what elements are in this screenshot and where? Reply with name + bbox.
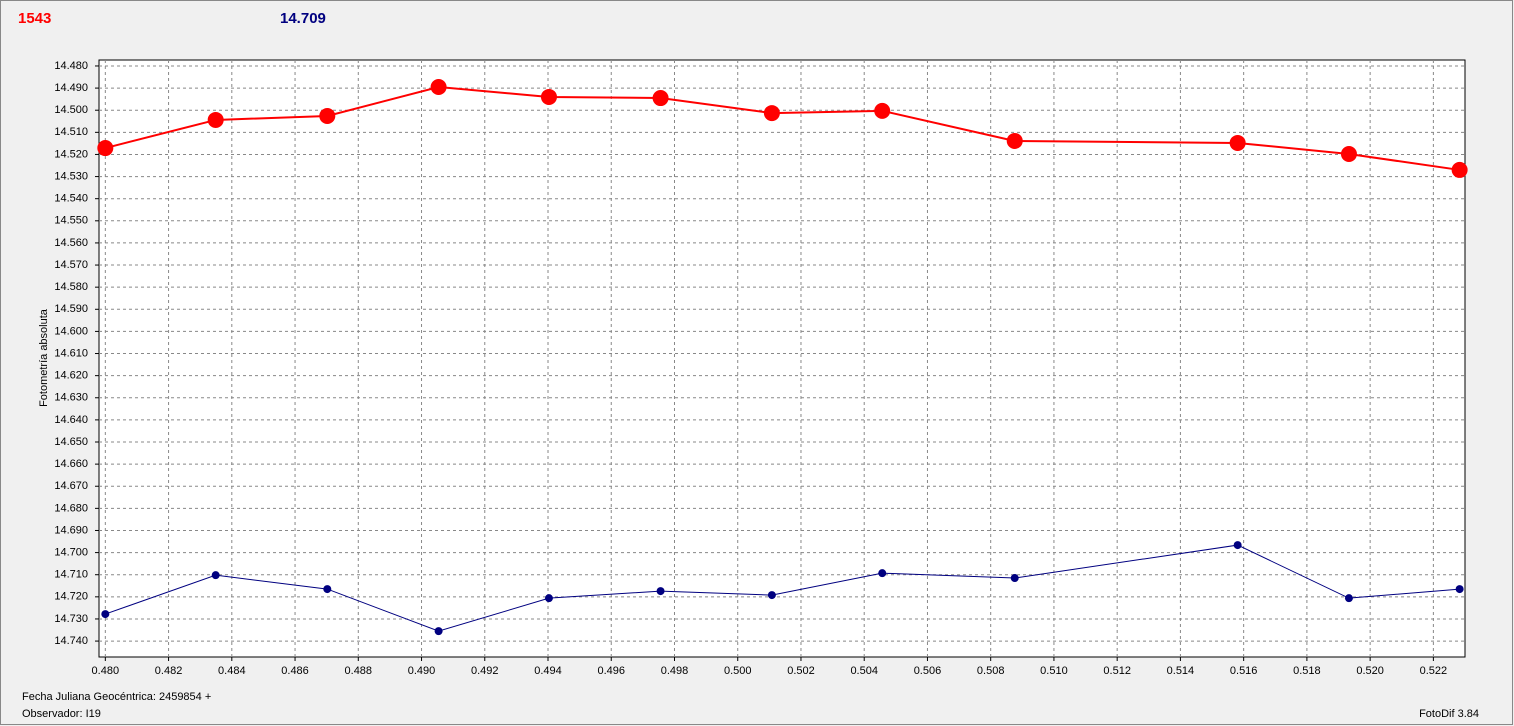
x-tick-label: 0.480: [92, 665, 120, 677]
data-point: [1451, 161, 1468, 178]
y-tick-label: 14.530: [54, 170, 88, 182]
y-tick-label: 14.580: [54, 281, 88, 293]
data-point: [323, 585, 332, 594]
series-line: [105, 544, 1460, 632]
footer-line: Observador: I19: [22, 708, 101, 720]
series-line: [105, 85, 1460, 171]
x-tick-label: 0.496: [597, 665, 625, 677]
x-tick-label: 0.500: [724, 665, 752, 677]
y-tick-label: 14.720: [54, 591, 88, 603]
x-tick-label: 0.516: [1230, 665, 1258, 677]
y-tick-label: 14.520: [54, 148, 88, 160]
y-tick-label: 14.560: [54, 237, 88, 249]
y-axis-label: Fotometría absoluta: [38, 308, 50, 407]
plot-area: [98, 59, 1466, 658]
x-tick-label: 0.514: [1167, 665, 1195, 677]
data-point: [207, 111, 224, 128]
y-tick-label: 14.490: [54, 82, 88, 94]
data-point: [319, 107, 336, 124]
data-point: [1344, 594, 1353, 603]
footer-version: FotoDif 3.84: [1419, 708, 1479, 720]
header-left: 1543: [18, 10, 51, 27]
data-point: [656, 587, 665, 596]
y-tick-label: 14.730: [54, 613, 88, 625]
data-point: [1233, 541, 1242, 550]
data-point: [763, 105, 780, 122]
y-tick-label: 14.660: [54, 458, 88, 470]
data-point: [211, 571, 220, 580]
y-tick-label: 14.480: [54, 60, 88, 72]
y-tick-label: 14.700: [54, 547, 88, 559]
y-tick-label: 14.590: [54, 303, 88, 315]
data-point: [101, 610, 110, 619]
x-tick-label: 0.488: [345, 665, 373, 677]
x-tick-label: 0.518: [1293, 665, 1321, 677]
data-point: [767, 591, 776, 600]
data-point: [1340, 146, 1357, 163]
y-tick-label: 14.630: [54, 392, 88, 404]
x-tick-label: 0.508: [977, 665, 1005, 677]
data-point: [1010, 574, 1019, 583]
y-tick-label: 14.540: [54, 193, 88, 205]
y-tick-label: 14.690: [54, 524, 88, 536]
y-tick-label: 14.680: [54, 502, 88, 514]
data-point: [652, 90, 669, 107]
x-tick-label: 0.486: [281, 665, 309, 677]
x-tick-label: 0.492: [471, 665, 499, 677]
data-point: [874, 102, 891, 119]
x-tick-label: 0.506: [914, 665, 942, 677]
data-point: [544, 594, 553, 603]
y-tick-label: 14.670: [54, 480, 88, 492]
y-tick-label: 14.650: [54, 436, 88, 448]
y-tick-label: 14.550: [54, 215, 88, 227]
y-tick-label: 14.610: [54, 347, 88, 359]
data-point: [540, 88, 557, 105]
x-tick-label: 0.512: [1103, 665, 1131, 677]
y-tick-label: 14.600: [54, 325, 88, 337]
footer-line: Fecha Juliana Geocéntrica: 2459854 +: [22, 691, 211, 703]
y-tick-label: 14.740: [54, 635, 88, 647]
data-point: [1006, 132, 1023, 149]
x-tick-label: 0.504: [850, 665, 878, 677]
y-tick-label: 14.620: [54, 370, 88, 382]
y-tick-label: 14.570: [54, 259, 88, 271]
data-point: [878, 569, 887, 578]
data-point: [1455, 585, 1464, 594]
y-tick-label: 14.510: [54, 126, 88, 138]
x-tick-label: 0.484: [218, 665, 246, 677]
x-tick-label: 0.520: [1356, 665, 1384, 677]
x-tick-label: 0.490: [408, 665, 436, 677]
x-tick-label: 0.522: [1420, 665, 1448, 677]
y-tick-label: 14.500: [54, 104, 88, 116]
y-tick-label: 14.640: [54, 414, 88, 426]
data-point: [430, 78, 447, 95]
header-right: 14.709: [280, 10, 326, 27]
data-point: [97, 140, 114, 157]
x-tick-label: 0.502: [787, 665, 815, 677]
y-tick-label: 14.710: [54, 569, 88, 581]
data-point: [1229, 134, 1246, 151]
data-point: [434, 627, 443, 636]
x-tick-label: 0.494: [534, 665, 562, 677]
x-tick-label: 0.510: [1040, 665, 1068, 677]
x-tick-label: 0.482: [155, 665, 183, 677]
x-tick-label: 0.498: [661, 665, 689, 677]
